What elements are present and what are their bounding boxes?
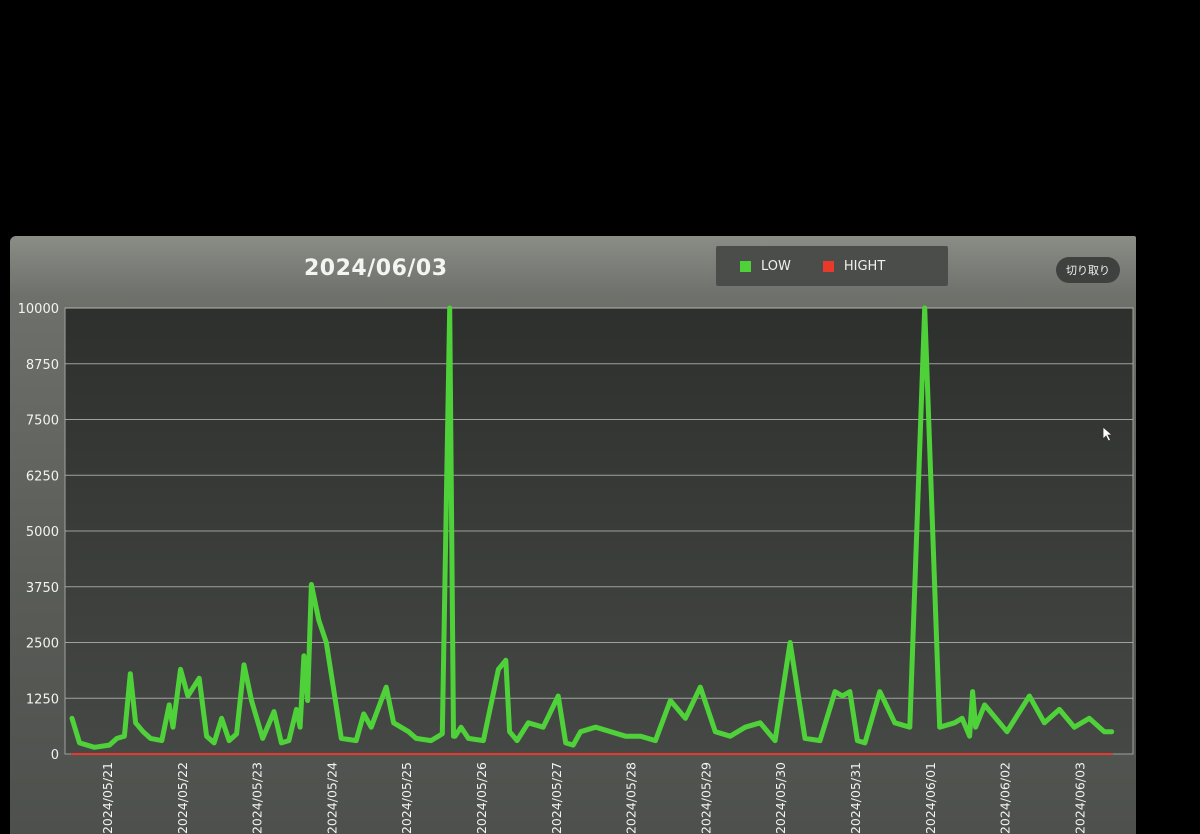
y-tick-label: 6250 bbox=[26, 469, 59, 484]
x-tick-label: 2024/05/25 bbox=[399, 762, 414, 834]
line-chart: 0 1250 2500 3750 5000 6250 7500 8750 10000 2024/0… bbox=[18, 302, 1134, 834]
y-tick-label: 3750 bbox=[26, 581, 59, 596]
y-tick-label: 0 bbox=[51, 748, 59, 763]
x-tick-label: 2024/05/29 bbox=[698, 762, 713, 834]
y-tick-label: 10000 bbox=[18, 302, 59, 317]
x-tick-label: 2024/06/01 bbox=[923, 762, 938, 834]
y-tick-label: 2500 bbox=[26, 637, 59, 652]
y-tick-label: 1250 bbox=[26, 692, 59, 707]
x-tick-label: 2024/05/27 bbox=[549, 762, 564, 834]
x-tick-label: 2024/05/30 bbox=[773, 762, 788, 834]
page-title: 2024/06/03 bbox=[304, 256, 448, 281]
legend-swatch-low bbox=[740, 260, 751, 272]
crop-button[interactable]: 切り取り bbox=[1056, 257, 1120, 283]
x-tick-label: 2024/05/22 bbox=[175, 762, 190, 834]
x-tick-label: 2024/05/24 bbox=[324, 762, 339, 834]
legend-label-low: LOW bbox=[761, 258, 791, 274]
x-tick-label: 2024/05/31 bbox=[848, 762, 863, 834]
x-tick-label: 2024/05/23 bbox=[250, 762, 265, 834]
chart-legend: LOW HIGHT bbox=[716, 246, 948, 286]
x-tick-label: 2024/05/26 bbox=[474, 762, 489, 834]
y-tick-label: 5000 bbox=[26, 525, 59, 540]
y-tick-label: 7500 bbox=[26, 414, 59, 429]
legend-item-high[interactable]: HIGHT bbox=[822, 258, 886, 274]
x-tick-label: 2024/05/21 bbox=[100, 762, 115, 834]
legend-item-low[interactable]: LOW bbox=[740, 259, 791, 274]
legend-swatch-high bbox=[822, 260, 834, 272]
x-tick-label: 2024/06/03 bbox=[1072, 762, 1087, 834]
x-tick-label: 2024/06/02 bbox=[998, 762, 1013, 834]
app-window: 2024/06/03 LOW HIGHT 切り取り 0 1250 2500 3750 5… bbox=[10, 236, 1136, 834]
y-tick-label: 8750 bbox=[26, 358, 59, 373]
series-line-low bbox=[69, 305, 1115, 750]
mouse-cursor-icon bbox=[1102, 426, 1114, 442]
x-tick-label: 2024/05/28 bbox=[624, 762, 639, 834]
legend-label-high: HIGHT bbox=[843, 258, 886, 274]
